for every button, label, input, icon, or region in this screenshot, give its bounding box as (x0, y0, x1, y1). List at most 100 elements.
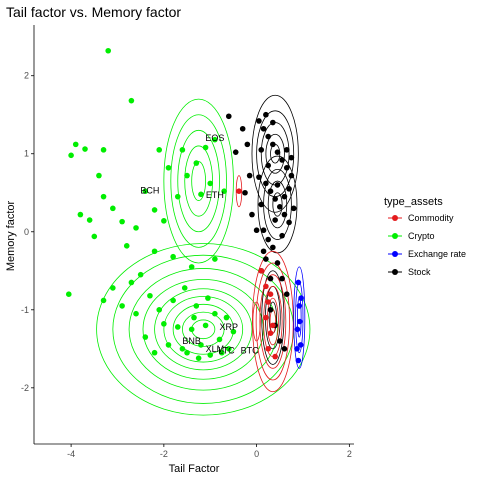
legend-item-stock: Stock (388, 267, 431, 277)
density-contour-stock (272, 192, 283, 217)
point-crypto (142, 334, 149, 340)
legend: type_assets Commodity Crypto Exchange rate… (384, 196, 466, 277)
density-contour-commodity (252, 250, 294, 393)
point-stock (263, 111, 269, 118)
point-stock (225, 113, 232, 120)
density-contour-crypto (184, 145, 213, 217)
density-contour-crypto (154, 288, 253, 371)
point-crypto (151, 207, 158, 213)
point-label-bnb: BNB (182, 336, 201, 346)
point-commodity (263, 283, 269, 290)
legend-key-dot (392, 215, 398, 221)
point-crypto (212, 310, 218, 317)
point-label-xrp: XRP (220, 322, 239, 332)
density-contour-stock (267, 180, 288, 229)
point-exchange-rate (295, 279, 302, 286)
point-label-eos: EOS (205, 133, 224, 143)
point-crypto (225, 346, 232, 352)
point-stock (270, 244, 276, 251)
x-tick-label: 0 (254, 449, 259, 459)
point-stock (281, 193, 288, 200)
point-crypto (184, 172, 190, 179)
density-contour-crypto (128, 268, 278, 391)
point-stock (272, 196, 278, 202)
point-crypto (133, 310, 139, 317)
point-stock (260, 125, 267, 132)
point-stock (267, 306, 274, 313)
legend-label: Commodity (408, 213, 454, 223)
point-crypto (193, 303, 200, 309)
point-crypto (198, 342, 204, 348)
x-axis-label: Tail Factor (169, 463, 220, 475)
point-stock (281, 346, 288, 352)
point-crypto (230, 328, 237, 335)
point-stock (253, 227, 260, 234)
point-crypto (223, 314, 230, 321)
point-label-btc: BTC (241, 345, 260, 355)
point-crypto (128, 97, 135, 104)
legend-item-commodity: Commodity (388, 213, 454, 223)
point-crypto (205, 295, 211, 301)
y-axis-label: Memory factor (5, 201, 17, 272)
point-crypto (165, 342, 172, 348)
x-tick-label: -2 (160, 449, 168, 459)
point-commodity (270, 322, 276, 329)
point-crypto (216, 336, 223, 343)
point-stock (265, 236, 272, 243)
point-crypto (91, 233, 98, 240)
density-contour-commodity (259, 274, 287, 369)
point-crypto (123, 243, 130, 249)
legend-key-dot (392, 251, 398, 257)
point-stock (260, 248, 267, 255)
density-contour-crypto (170, 114, 227, 248)
y-tick-label: 1 (24, 149, 29, 159)
point-crypto (147, 292, 153, 299)
legend-item-exchange-rate: Exchange rate (388, 249, 466, 259)
point-crypto (119, 218, 125, 225)
point-crypto (174, 324, 181, 330)
legend-title: type_assets (384, 196, 443, 208)
point-stock (288, 154, 295, 161)
point-stock (263, 256, 269, 262)
point-crypto (181, 285, 188, 291)
point-crypto (100, 297, 107, 304)
point-stock (246, 172, 253, 179)
y-tick-label: -2 (21, 383, 29, 393)
point-crypto (110, 285, 116, 291)
point-crypto (137, 271, 144, 278)
point-label-xlm: XLM (206, 344, 225, 354)
point-crypto (133, 225, 139, 231)
density-contour-crypto (163, 296, 244, 363)
density-contour-crypto (112, 254, 295, 404)
point-stock (267, 275, 274, 282)
point-stock (258, 201, 265, 208)
point-crypto (128, 279, 135, 286)
point-crypto (188, 326, 195, 333)
point-crypto (72, 141, 79, 148)
density-contour-crypto (177, 129, 220, 233)
x-tick-label: 2 (347, 449, 352, 459)
point-crypto (151, 349, 158, 356)
legend-item-crypto: Crypto (388, 231, 435, 241)
point-crypto (156, 306, 163, 313)
point-crypto (100, 147, 107, 153)
point-crypto (96, 172, 102, 179)
point-label-ltc: LTC (218, 345, 235, 355)
point-stock (267, 188, 274, 194)
point-stock (281, 211, 288, 218)
point-stock (256, 174, 262, 180)
point-crypto (202, 144, 209, 151)
point-crypto (184, 349, 190, 356)
point-label-eth: ETH (206, 190, 224, 200)
point-crypto (212, 256, 218, 262)
point-crypto (188, 264, 195, 270)
point-crypto (151, 248, 158, 255)
point-commodity (265, 299, 272, 305)
point-exchange-rate (295, 357, 302, 364)
point-stock (272, 217, 278, 223)
y-tick-label: 0 (24, 227, 29, 237)
point-commodity (272, 353, 278, 360)
density-contour-commodity (266, 297, 279, 346)
